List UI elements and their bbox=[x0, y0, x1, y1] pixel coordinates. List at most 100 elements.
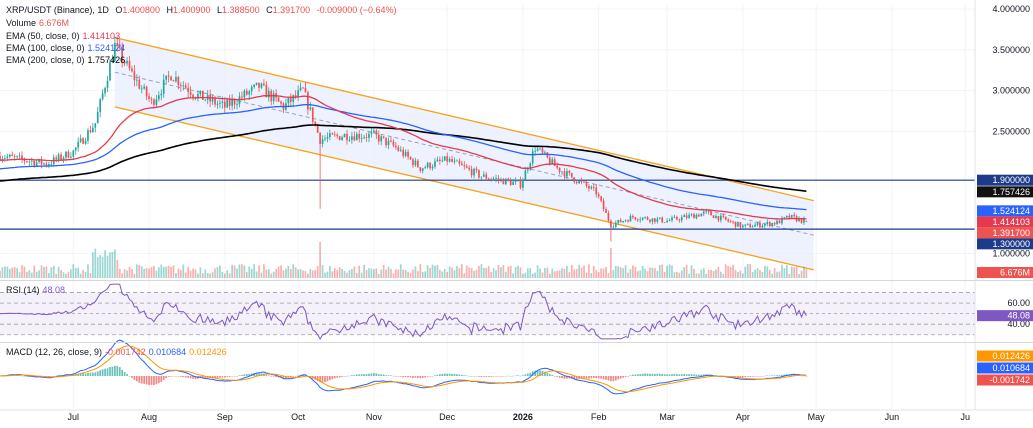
volume-bar bbox=[563, 268, 566, 278]
volume-bar bbox=[507, 266, 510, 278]
macd-legend-hist: -0.001742 bbox=[105, 347, 146, 357]
volume-bar bbox=[341, 268, 343, 278]
volume-bar bbox=[253, 264, 255, 278]
volume-bar bbox=[4, 266, 6, 278]
volume-bar bbox=[436, 265, 439, 278]
candle-body bbox=[382, 136, 385, 138]
macd-hist-bar bbox=[602, 376, 605, 380]
volume-bar bbox=[473, 270, 475, 278]
volume-bar bbox=[666, 265, 668, 278]
volume-bar bbox=[695, 273, 698, 278]
volume-bar bbox=[167, 265, 170, 278]
candle-body bbox=[187, 87, 190, 92]
volume-bar bbox=[143, 268, 146, 278]
macd-hist-bar bbox=[773, 375, 776, 376]
volume-legend[interactable]: Volume 6.676M bbox=[6, 18, 69, 29]
volume-bar bbox=[113, 249, 116, 278]
candle-body bbox=[448, 159, 451, 162]
macd-hist-bar bbox=[678, 374, 681, 376]
macd-hist-bar bbox=[468, 375, 471, 377]
volume-bar bbox=[265, 269, 268, 278]
volume-bar bbox=[28, 270, 31, 278]
volume-bar bbox=[788, 273, 791, 278]
volume-bar bbox=[419, 264, 422, 278]
candle-body bbox=[465, 166, 468, 168]
volume-bar bbox=[121, 273, 124, 278]
volume-bar bbox=[443, 269, 446, 278]
volume-bar bbox=[307, 273, 309, 278]
ema200-legend[interactable]: EMA (200, close, 0) 1.757426 bbox=[6, 55, 125, 66]
macd-hist-bar bbox=[55, 375, 58, 377]
candle-body bbox=[30, 160, 33, 162]
volume-axis-label: 6.676M bbox=[1000, 268, 1030, 278]
high-label: H bbox=[166, 5, 173, 15]
volume-bar bbox=[602, 268, 605, 278]
volume-bar bbox=[475, 269, 478, 278]
macd-hist-bar bbox=[656, 373, 659, 376]
volume-bar bbox=[746, 264, 749, 278]
macd-hist-bar bbox=[776, 375, 778, 376]
ema100-line bbox=[0, 103, 807, 211]
rsi-legend-label: RSI (14) bbox=[6, 285, 40, 295]
volume-bar bbox=[177, 268, 180, 278]
volume-bar bbox=[299, 269, 302, 278]
macd-hist-bar bbox=[588, 376, 590, 379]
volume-bar bbox=[314, 270, 317, 278]
volume-bar bbox=[761, 271, 764, 278]
volume-bar bbox=[21, 265, 23, 278]
candle-body bbox=[35, 162, 38, 166]
candle-body bbox=[412, 159, 414, 166]
candle-body bbox=[585, 182, 588, 186]
ema100-legend-label: EMA (100, close, 0) bbox=[6, 43, 85, 53]
macd-hist-bar bbox=[573, 376, 576, 380]
symbol-title[interactable]: XRP/USDT (Binance), 1D bbox=[6, 5, 109, 15]
candle-body bbox=[87, 130, 89, 141]
volume-bar bbox=[546, 267, 549, 278]
candle-body bbox=[536, 148, 539, 151]
macd-legend[interactable]: MACD (12, 26, close, 9) -0.001742 0.010684… bbox=[6, 347, 227, 358]
volume-bar bbox=[805, 269, 808, 278]
volume-bar bbox=[426, 265, 429, 278]
volume-bar bbox=[94, 248, 97, 278]
candle-body bbox=[698, 214, 700, 217]
macd-hist-bar bbox=[685, 374, 688, 376]
macd-hist-bar bbox=[768, 375, 771, 377]
macd-hist-bar bbox=[597, 376, 600, 379]
rsi-pane-separator[interactable] bbox=[0, 280, 1033, 281]
volume-bar bbox=[248, 266, 251, 278]
macd-hist-bar bbox=[485, 376, 488, 377]
ema50-legend[interactable]: EMA (50, close, 0) 1.414103 bbox=[6, 31, 120, 42]
macd-hist-bar bbox=[781, 374, 783, 376]
channel-upper-line bbox=[114, 36, 814, 202]
candle-body bbox=[509, 180, 512, 185]
volume-bar bbox=[148, 268, 150, 278]
volume-bar bbox=[150, 267, 153, 278]
macd-axis-label: 0.010684 bbox=[992, 363, 1030, 373]
ema100-legend[interactable]: EMA (100, close, 0) 1.524124 bbox=[6, 43, 125, 54]
candle-body bbox=[597, 194, 600, 197]
macd-hist-bar bbox=[534, 370, 537, 376]
volume-bar bbox=[566, 265, 568, 278]
macd-hist-bar bbox=[324, 376, 326, 383]
candle-body bbox=[671, 217, 673, 221]
macd-hist-bar bbox=[121, 369, 124, 376]
volume-bar bbox=[60, 269, 62, 278]
volume-bar bbox=[285, 268, 287, 278]
month-label: Sep bbox=[217, 412, 233, 422]
macd-hist-bar bbox=[526, 373, 529, 376]
candle-body bbox=[742, 225, 744, 228]
macd-pane-separator[interactable] bbox=[0, 342, 1033, 343]
macd-hist-bar bbox=[319, 376, 321, 383]
volume-bar bbox=[226, 270, 229, 278]
candle-body bbox=[40, 159, 43, 165]
candle-body bbox=[426, 162, 429, 168]
volume-bar bbox=[397, 269, 400, 278]
volume-bar bbox=[519, 267, 522, 278]
rsi-legend[interactable]: RSI (14) 48.08 bbox=[6, 285, 65, 296]
macd-hist-bar bbox=[94, 372, 97, 376]
volume-bar bbox=[639, 270, 642, 278]
candle-body bbox=[338, 136, 341, 140]
candle-body bbox=[519, 180, 522, 188]
low-value: 1.388500 bbox=[222, 5, 260, 15]
